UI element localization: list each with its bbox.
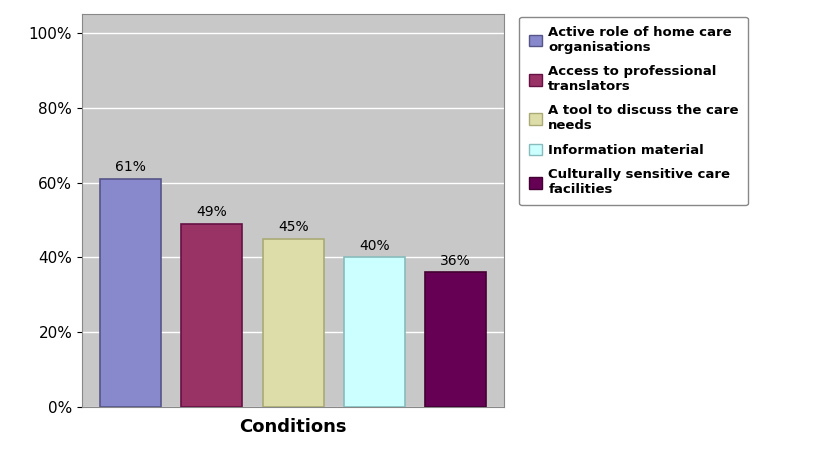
Text: 36%: 36% bbox=[440, 254, 470, 268]
X-axis label: Conditions: Conditions bbox=[239, 418, 346, 436]
Legend: Active role of home care
organisations, Access to professional
translators, A to: Active role of home care organisations, … bbox=[518, 17, 747, 205]
Bar bbox=[262, 239, 324, 407]
Text: 61%: 61% bbox=[115, 160, 146, 174]
Bar bbox=[100, 179, 161, 407]
Bar bbox=[424, 272, 486, 407]
Bar bbox=[181, 224, 242, 407]
Text: 40%: 40% bbox=[359, 239, 389, 253]
Text: 49%: 49% bbox=[197, 205, 227, 219]
Bar bbox=[343, 257, 405, 407]
Text: 45%: 45% bbox=[278, 220, 308, 234]
